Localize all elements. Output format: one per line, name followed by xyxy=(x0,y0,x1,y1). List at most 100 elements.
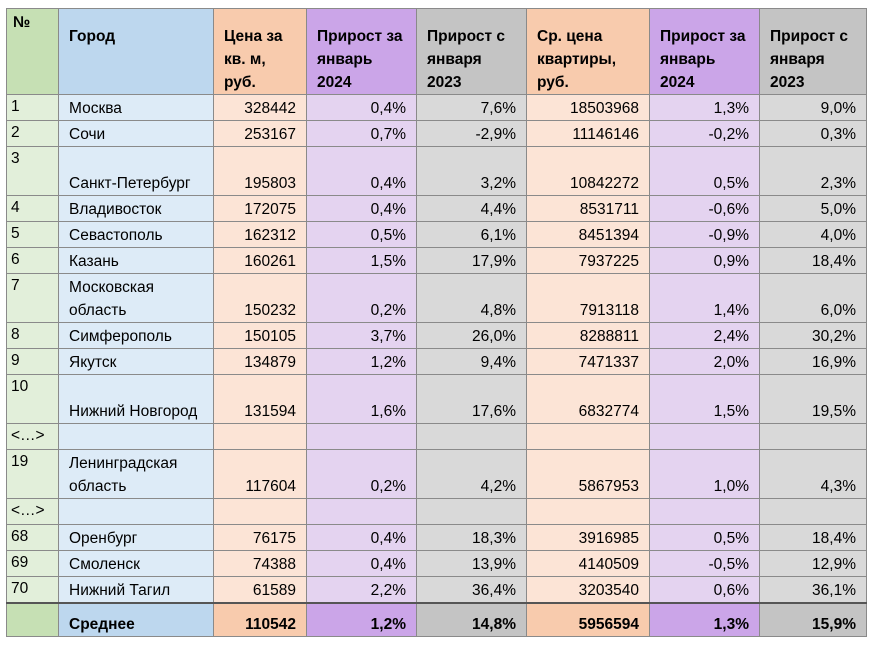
row-sqm-growth-jan-2024: 0,4% xyxy=(306,146,417,196)
row-sqm-growth-jan-2024: 1,5% xyxy=(306,247,417,274)
row-avg-apartment-price: 11146146 xyxy=(526,120,650,147)
row-sqm-growth-jan-2024: 0,5% xyxy=(306,221,417,248)
row-avg-apartment-price xyxy=(526,498,650,525)
table-row: 8 Симферополь 150105 3,7% 26,0% 8288811 2,4% 30… xyxy=(6,322,867,349)
row-avg-apartment-price xyxy=(526,423,650,450)
row-sqm-growth-jan-2024 xyxy=(306,498,417,525)
row-avg-apartment-price: 7471337 xyxy=(526,348,650,375)
row-sqm-growth-jan-2024: 0,7% xyxy=(306,120,417,147)
row-apt-growth-since-jan-2023 xyxy=(759,423,867,450)
row-number: 69 xyxy=(6,550,59,577)
row-city: Симферополь xyxy=(58,322,214,349)
average-apartment-price: 5956594 xyxy=(526,601,650,637)
row-avg-apartment-price: 3203540 xyxy=(526,576,650,603)
table-row: 6 Казань 160261 1,5% 17,9% 7937225 0,9% 18,4% xyxy=(6,247,867,274)
header-sqm-growth-jan-2024: Прирост за январь 2024 xyxy=(306,8,417,95)
row-number: 9 xyxy=(6,348,59,375)
header-number: № xyxy=(6,8,59,95)
row-sqm-growth-jan-2024: 3,7% xyxy=(306,322,417,349)
row-sqm-growth-since-jan-2023: 17,9% xyxy=(416,247,527,274)
row-apt-growth-since-jan-2023: 18,4% xyxy=(759,247,867,274)
row-price-sqm: 253167 xyxy=(213,120,307,147)
row-apt-growth-jan-2024: -0,6% xyxy=(649,195,760,222)
row-sqm-growth-jan-2024: 0,4% xyxy=(306,195,417,222)
row-sqm-growth-jan-2024: 0,4% xyxy=(306,524,417,551)
row-sqm-growth-since-jan-2023 xyxy=(416,498,527,525)
row-avg-apartment-price: 8451394 xyxy=(526,221,650,248)
row-apt-growth-jan-2024: 1,5% xyxy=(649,374,760,424)
row-apt-growth-jan-2024: -0,2% xyxy=(649,120,760,147)
row-city: Санкт-Петербург xyxy=(58,146,214,196)
row-apt-growth-since-jan-2023: 30,2% xyxy=(759,322,867,349)
row-sqm-growth-jan-2024 xyxy=(306,423,417,450)
table-row: 70 Нижний Тагил 61589 2,2% 36,4% 3203540 0,6% 3… xyxy=(6,576,867,603)
row-sqm-growth-jan-2024: 0,2% xyxy=(306,273,417,323)
row-sqm-growth-jan-2024: 0,2% xyxy=(306,449,417,499)
row-number: 5 xyxy=(6,221,59,248)
row-price-sqm: 195803 xyxy=(213,146,307,196)
row-number: 1 xyxy=(6,94,59,121)
row-price-sqm: 76175 xyxy=(213,524,307,551)
row-city: Московская область xyxy=(58,273,214,323)
row-city xyxy=(58,423,214,450)
row-number: <…> xyxy=(6,498,59,525)
row-number: 68 xyxy=(6,524,59,551)
row-apt-growth-jan-2024: -0,9% xyxy=(649,221,760,248)
row-apt-growth-jan-2024 xyxy=(649,498,760,525)
row-city: Нижний Новгород xyxy=(58,374,214,424)
table-row: 10 Нижний Новгород 131594 1,6% 17,6% 6832774 1… xyxy=(6,374,867,424)
row-avg-apartment-price: 6832774 xyxy=(526,374,650,424)
row-price-sqm: 172075 xyxy=(213,195,307,222)
row-apt-growth-since-jan-2023: 6,0% xyxy=(759,273,867,323)
row-price-sqm: 162312 xyxy=(213,221,307,248)
row-city: Якутск xyxy=(58,348,214,375)
row-sqm-growth-since-jan-2023: 13,9% xyxy=(416,550,527,577)
header-sqm-growth-since-jan-2023: Прирост с января 2023 xyxy=(416,8,527,95)
row-apt-growth-jan-2024: 1,4% xyxy=(649,273,760,323)
row-avg-apartment-price: 8288811 xyxy=(526,322,650,349)
table-row: 9 Якутск 134879 1,2% 9,4% 7471337 2,0% 16,9% xyxy=(6,348,867,375)
row-price-sqm: 160261 xyxy=(213,247,307,274)
table-row: 1 Москва 328442 0,4% 7,6% 18503968 1,3% 9,0% xyxy=(6,94,867,121)
row-sqm-growth-jan-2024: 0,4% xyxy=(306,94,417,121)
row-price-sqm: 74388 xyxy=(213,550,307,577)
average-sqm-growth-jan-2024: 1,2% xyxy=(306,601,417,637)
row-avg-apartment-price: 7937225 xyxy=(526,247,650,274)
row-number: 7 xyxy=(6,273,59,323)
row-city: Смоленск xyxy=(58,550,214,577)
average-row: Среднее 110542 1,2% 14,8% 5956594 1,3% 1… xyxy=(6,601,867,637)
table-row: 5 Севастополь 162312 0,5% 6,1% 8451394 -0,9% 4,… xyxy=(6,221,867,248)
row-apt-growth-jan-2024: 1,3% xyxy=(649,94,760,121)
row-sqm-growth-since-jan-2023: 6,1% xyxy=(416,221,527,248)
row-apt-growth-since-jan-2023: 12,9% xyxy=(759,550,867,577)
row-city: Ленинградская область xyxy=(58,449,214,499)
row-avg-apartment-price: 10842272 xyxy=(526,146,650,196)
row-apt-growth-jan-2024: 1,0% xyxy=(649,449,760,499)
row-avg-apartment-price: 5867953 xyxy=(526,449,650,499)
row-number: 70 xyxy=(6,576,59,603)
average-apt-growth-since-jan-2023: 15,9% xyxy=(759,601,867,637)
row-number: 8 xyxy=(6,322,59,349)
row-avg-apartment-price: 4140509 xyxy=(526,550,650,577)
row-apt-growth-since-jan-2023: 18,4% xyxy=(759,524,867,551)
row-sqm-growth-since-jan-2023: 4,8% xyxy=(416,273,527,323)
row-apt-growth-jan-2024: 0,5% xyxy=(649,524,760,551)
header-city: Город xyxy=(58,8,214,95)
table-row: 19 Ленинградская область 117604 0,2% 4,2% 586… xyxy=(6,449,867,499)
table-row: 7 Московская область 150232 0,2% 4,8% 7913118… xyxy=(6,273,867,323)
table-row: 69 Смоленск 74388 0,4% 13,9% 4140509 -0,5% 12,9… xyxy=(6,550,867,577)
row-apt-growth-since-jan-2023 xyxy=(759,498,867,525)
row-number: 2 xyxy=(6,120,59,147)
header-apt-growth-since-jan-2023: Прирост с января 2023 xyxy=(759,8,867,95)
row-number: <…> xyxy=(6,423,59,450)
row-avg-apartment-price: 18503968 xyxy=(526,94,650,121)
row-number: 10 xyxy=(6,374,59,424)
table-row: <…> xyxy=(6,423,867,450)
row-apt-growth-since-jan-2023: 19,5% xyxy=(759,374,867,424)
header-apt-growth-jan-2024: Прирост за январь 2024 xyxy=(649,8,760,95)
row-sqm-growth-since-jan-2023: 17,6% xyxy=(416,374,527,424)
row-sqm-growth-since-jan-2023: 3,2% xyxy=(416,146,527,196)
row-apt-growth-since-jan-2023: 4,3% xyxy=(759,449,867,499)
row-sqm-growth-jan-2024: 2,2% xyxy=(306,576,417,603)
row-city: Севастополь xyxy=(58,221,214,248)
